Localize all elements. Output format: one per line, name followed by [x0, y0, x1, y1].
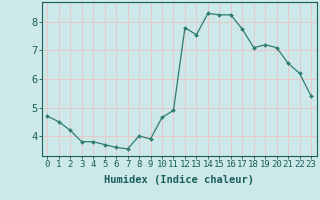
X-axis label: Humidex (Indice chaleur): Humidex (Indice chaleur) [104, 175, 254, 185]
